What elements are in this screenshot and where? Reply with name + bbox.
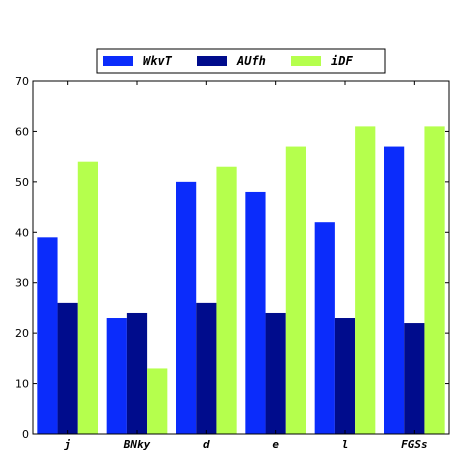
- x-tick-label: BNky: [123, 438, 151, 451]
- bar-AUfh-FGSs: [404, 323, 425, 434]
- bar-WkvT-e: [245, 191, 266, 434]
- legend-label-AUfh: AUfh: [236, 54, 266, 68]
- bar-WkvT-l: [314, 222, 335, 434]
- bar-iDF-l: [355, 126, 376, 434]
- plot-frame: [32, 80, 450, 435]
- y-tick-label: 50: [15, 176, 29, 189]
- bar-WkvT-BNky: [106, 318, 127, 434]
- bar-iDF-BNky: [147, 368, 168, 434]
- bar-iDF-j: [77, 161, 98, 434]
- legend-box: [96, 48, 386, 74]
- bar-WkvT-FGSs: [384, 146, 405, 435]
- bars-layer: [37, 126, 445, 435]
- y-tick-label: 60: [15, 125, 29, 138]
- bar-AUfh-j: [57, 302, 78, 434]
- y-tick-label: 0: [22, 428, 29, 441]
- legend-label-WkvT: WkvT: [143, 54, 173, 68]
- y-tick-label: 20: [15, 327, 29, 340]
- legend-swatch-iDF: [291, 56, 321, 66]
- legend-swatch-WkvT: [103, 56, 133, 66]
- bar-WkvT-j: [37, 237, 58, 434]
- x-tick-label: j: [63, 438, 71, 451]
- y-tick-label: 30: [15, 277, 29, 290]
- bar-AUfh-BNky: [126, 312, 148, 434]
- legend-label-iDF: iDF: [331, 54, 353, 68]
- bar-iDF-d: [216, 166, 237, 434]
- bar-AUfh-l: [334, 318, 356, 434]
- legend-swatch-AUfh: [197, 56, 227, 66]
- y-tick-label: 10: [15, 378, 29, 391]
- bar-AUfh-d: [196, 302, 217, 434]
- x-tick-label: d: [203, 438, 210, 451]
- bar-iDF-FGSs: [424, 126, 445, 434]
- axes-layer: 0 10 20 30 40 50 60 70 j BNky d e l FGSs: [15, 75, 449, 451]
- x-tick-label: FGSs: [401, 438, 428, 451]
- bar-AUfh-e: [265, 312, 286, 434]
- legend: WkvT AUfh iDF: [96, 48, 386, 74]
- bar-iDF-e: [285, 146, 306, 435]
- y-tick-label: 40: [15, 226, 29, 239]
- x-tick-label: l: [342, 438, 349, 451]
- x-tick-label: e: [272, 438, 279, 451]
- y-tick-label: 70: [15, 75, 29, 88]
- bar-WkvT-d: [176, 181, 197, 434]
